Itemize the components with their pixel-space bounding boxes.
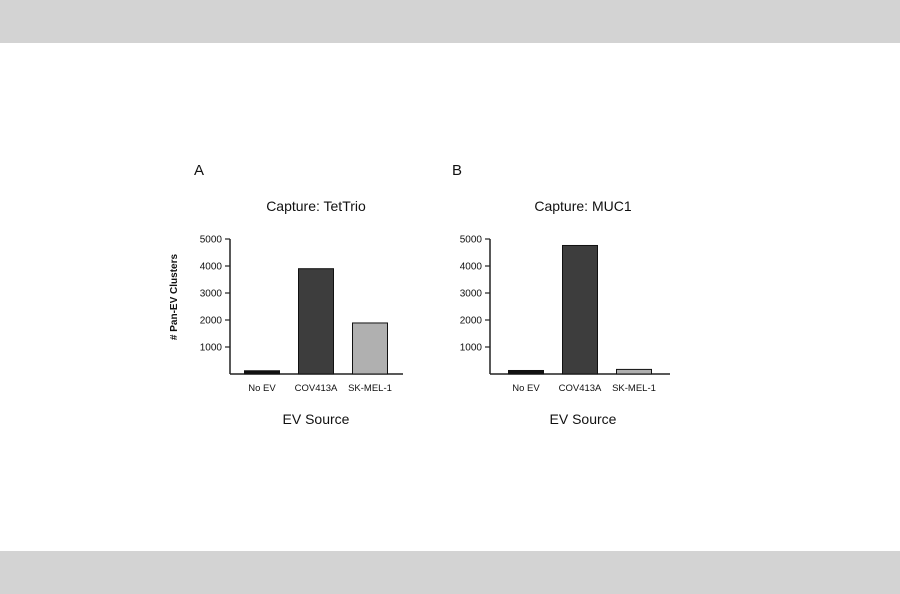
chart-b: 1000 2000 3000 4000 5000 No EV COV413A SK-MEL-1: [460, 235, 670, 394]
y-tick-label-b-3000: 3000: [460, 289, 483, 300]
x-tick-label-a-3: SK-MEL-1: [348, 383, 392, 394]
panel-b-x-axis-label: EV Source: [550, 411, 617, 427]
y-axis-label: # Pan-EV Clusters: [169, 253, 180, 340]
chart-a: 1000 2000 3000 4000 5000 No EV COV413A SK-MEL-1: [200, 235, 403, 394]
y-tick-label-a-2000: 2000: [200, 316, 223, 327]
panel-b-title: Capture: MUC1: [534, 198, 631, 214]
y-tick-label-a-1000: 1000: [200, 343, 223, 354]
bar-a-no-ev: [244, 370, 280, 375]
x-tick-label-a-1: No EV: [248, 383, 276, 394]
panel-a-letter: A: [194, 162, 204, 179]
x-tick-label-b-3: SK-MEL-1: [612, 383, 656, 394]
y-tick-label-b-1000: 1000: [460, 343, 483, 354]
y-tick-label-b-5000: 5000: [460, 235, 483, 246]
top-gray-band: [0, 0, 900, 43]
bar-b-sk-mel-1: [616, 368, 652, 375]
bar-b-cov413a: [562, 244, 598, 375]
bar-a-cov413a: [298, 268, 334, 375]
x-tick-label-b-2: COV413A: [559, 383, 602, 394]
bottom-gray-band: [0, 551, 900, 594]
x-tick-label-a-2: COV413A: [295, 383, 338, 394]
bar-a-sk-mel-1: [352, 322, 388, 375]
bar-b-no-ev: [508, 369, 544, 375]
y-tick-label-a-3000: 3000: [200, 289, 223, 300]
y-tick-label-a-4000: 4000: [200, 262, 223, 273]
y-tick-label-b-2000: 2000: [460, 316, 483, 327]
panel-a-x-axis-label: EV Source: [283, 411, 350, 427]
panel-a-title: Capture: TetTrio: [266, 198, 366, 214]
y-tick-label-a-5000: 5000: [200, 235, 223, 246]
y-tick-label-b-4000: 4000: [460, 262, 483, 273]
x-tick-label-b-1: No EV: [512, 383, 540, 394]
panel-b-letter: B: [452, 162, 462, 179]
